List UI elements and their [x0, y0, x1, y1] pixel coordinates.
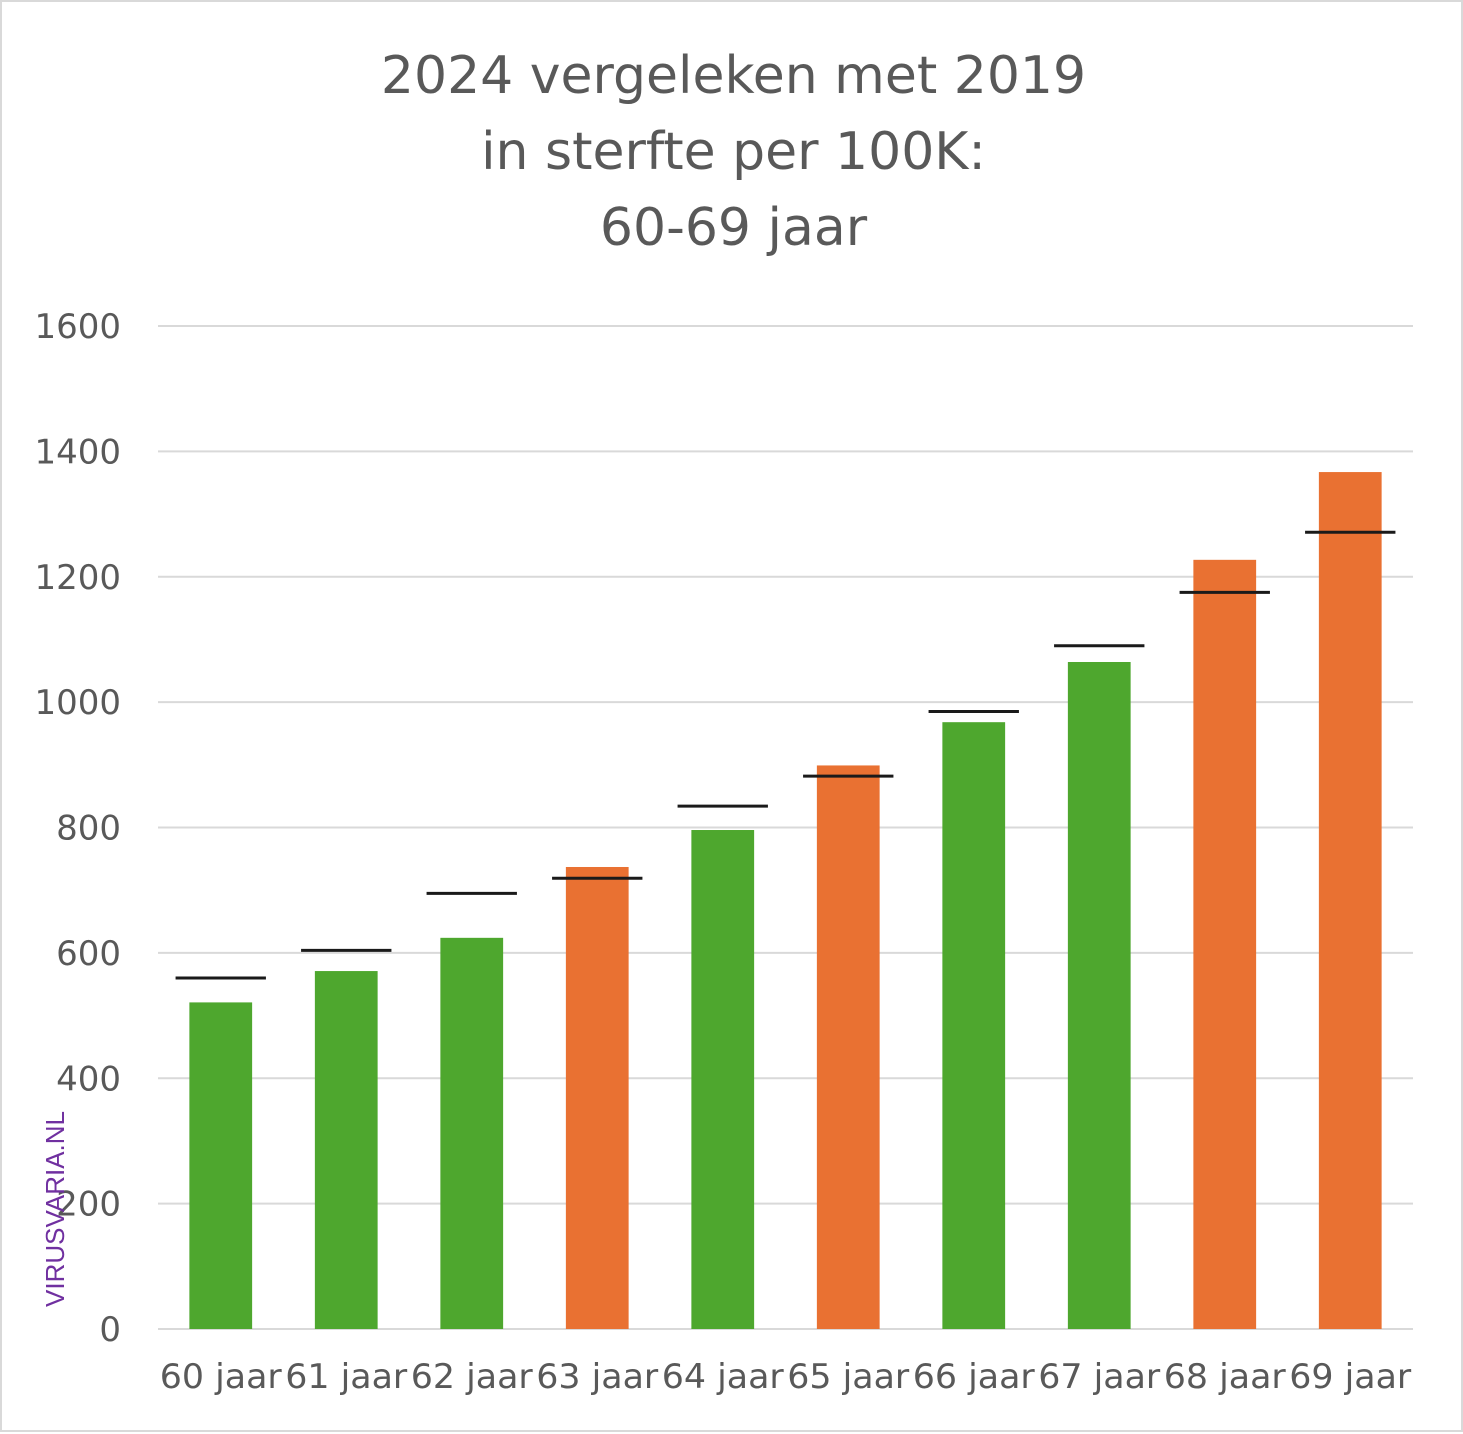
y-tick-label: 0 — [99, 1310, 121, 1350]
x-tick-label: 69 jaar — [1289, 1357, 1411, 1397]
watermark: VIRUSVARIA.NL — [40, 1110, 70, 1307]
bar — [691, 830, 755, 1329]
y-tick-label: 400 — [56, 1059, 121, 1099]
chart-title-line-3: 60-69 jaar — [599, 198, 868, 258]
y-tick-label: 200 — [56, 1185, 121, 1225]
x-tick-label: 65 jaar — [787, 1357, 909, 1397]
chart-title-line-2: in sterfte per 100K: — [481, 122, 986, 182]
x-tick-label: 60 jaar — [160, 1357, 282, 1397]
y-tick-label: 1400 — [34, 432, 121, 472]
x-tick-label: 66 jaar — [913, 1357, 1035, 1397]
x-tick-label: 63 jaar — [536, 1357, 658, 1397]
chart-title-line-1: 2024 vergeleken met 2019 — [380, 46, 1087, 106]
y-tick-label: 600 — [56, 934, 121, 974]
x-tick-label: 61 jaar — [285, 1357, 407, 1397]
bar — [1193, 559, 1257, 1329]
bar — [1318, 472, 1382, 1329]
y-tick-label: 800 — [56, 809, 121, 849]
y-tick-label: 1000 — [34, 683, 121, 723]
y-tick-label: 1200 — [34, 558, 121, 598]
chart-title: 2024 vergeleken met 2019 in sterfte per … — [2, 38, 1463, 266]
x-tick-label: 68 jaar — [1164, 1357, 1286, 1397]
bar — [942, 722, 1006, 1329]
bar — [816, 765, 880, 1329]
x-tick-label: 64 jaar — [662, 1357, 784, 1397]
bar — [1067, 662, 1131, 1329]
bar — [314, 971, 378, 1329]
x-tick-label: 67 jaar — [1038, 1357, 1160, 1397]
y-tick-label: 1600 — [34, 307, 121, 347]
x-tick-label: 62 jaar — [411, 1357, 533, 1397]
bar — [565, 866, 629, 1329]
bar — [440, 937, 504, 1329]
bar — [189, 1002, 253, 1329]
